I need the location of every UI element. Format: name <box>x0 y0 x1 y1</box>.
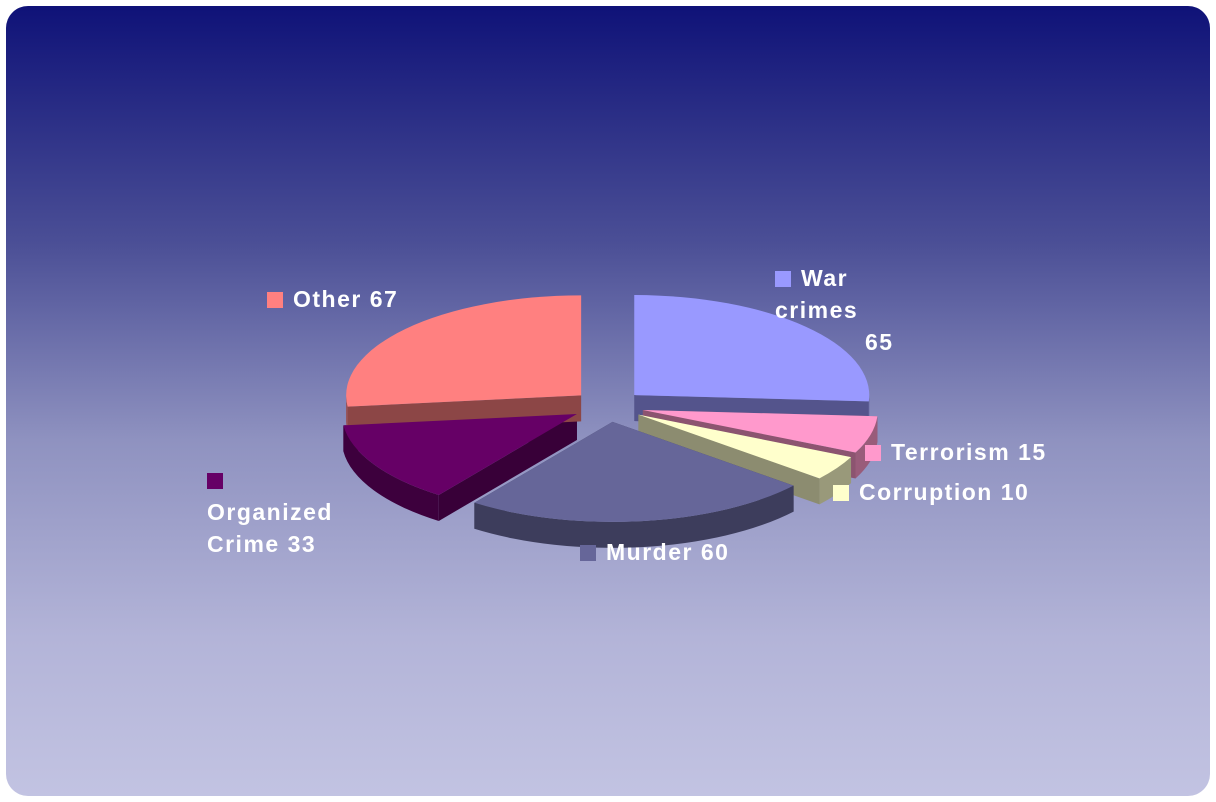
data-label: Other 67 <box>267 283 527 315</box>
slice-side <box>343 425 439 521</box>
legend-swatch <box>833 485 849 501</box>
slice-side <box>346 395 348 433</box>
category-label: War crimes <box>775 265 859 323</box>
category-label: Murder <box>606 539 693 565</box>
value-label: 60 <box>700 539 730 565</box>
slice-side <box>819 457 852 505</box>
slice <box>638 414 852 479</box>
data-label: Organized Crime 33 <box>207 464 357 560</box>
category-label: Organized Crime <box>207 499 333 557</box>
category-label: Corruption <box>859 479 993 505</box>
legend-swatch <box>207 473 223 489</box>
data-label: Terrorism 15 <box>865 436 1125 468</box>
value-label: 65 <box>865 329 894 355</box>
slice <box>642 409 878 453</box>
slice <box>343 414 577 495</box>
data-label: Corruption 10 <box>833 476 1093 508</box>
slice <box>474 421 794 522</box>
chart-frame: War crimes 65 Terrorism 15 Corruption 10 Mu… <box>6 6 1210 796</box>
value-label: 67 <box>369 286 399 312</box>
data-label: Murder 60 <box>580 536 840 568</box>
legend-swatch <box>865 445 881 461</box>
category-label: Other <box>293 286 362 312</box>
data-label: War crimes 65 <box>775 262 925 358</box>
legend-swatch <box>580 545 596 561</box>
value-label: 33 <box>287 531 317 557</box>
slice <box>634 295 870 402</box>
chart <box>343 295 878 548</box>
legend-swatch <box>775 271 791 287</box>
slice <box>346 295 582 407</box>
category-label: Terrorism <box>891 439 1011 465</box>
value-label: 10 <box>1000 479 1030 505</box>
value-label: 15 <box>1018 439 1047 465</box>
slice-side <box>474 485 794 548</box>
legend-swatch <box>267 292 283 308</box>
